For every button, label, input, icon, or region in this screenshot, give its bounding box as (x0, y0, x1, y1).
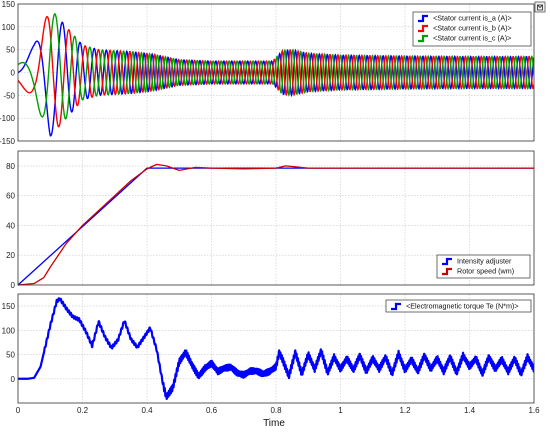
speed-line (17, 163, 534, 286)
x-tick-label: 0.6 (206, 406, 218, 415)
y-tick-label: 50 (6, 351, 15, 360)
legend-label: <Stator current is_c (A)> (433, 34, 511, 43)
legend-swatch (418, 14, 428, 23)
legend-label: <Electromagnetic torque Te (N*m)> (406, 302, 519, 311)
x-tick-label: 1.4 (464, 406, 476, 415)
legend-swatch (391, 302, 401, 311)
y-tick-label: 0 (11, 281, 16, 290)
legend-swatch (442, 257, 452, 266)
series-group (18, 297, 534, 401)
y-tick-label: 150 (2, 0, 16, 9)
x-tick-label: 0.8 (270, 406, 282, 415)
y-tick-label: 50 (6, 46, 15, 55)
legend: <Electromagnetic torque Te (N*m)> (385, 299, 532, 313)
x-tick-label: 0.4 (141, 406, 153, 415)
legend-swatch (442, 267, 452, 276)
x-axis-label: Time (263, 418, 285, 429)
x-tick-label: 1.6 (528, 406, 540, 415)
legend-label: <Stator current is_a (A)> (433, 14, 512, 23)
y-tick-label: 60 (6, 192, 15, 201)
legend-label: <Stator current is_b (A)> (433, 24, 512, 33)
plot-border (17, 3, 535, 142)
current-phase-line (18, 13, 534, 120)
torque-line (18, 297, 534, 401)
y-tick-label: 0 (11, 69, 16, 78)
y-tick-label: 80 (6, 162, 15, 171)
y-tick-label: 20 (6, 251, 15, 260)
x-tick-label: 1 (338, 406, 343, 415)
y-tick-label: 0 (11, 375, 16, 384)
legend-box (436, 254, 531, 279)
plot-border (17, 293, 535, 404)
legend-swatch (418, 24, 428, 33)
y-tick-label: 40 (6, 221, 15, 230)
y-tick-label: -150 (0, 137, 16, 146)
y-tick-label: -50 (3, 91, 15, 100)
legend-label: Rotor speed (wm) (457, 267, 514, 276)
series-group (18, 13, 534, 137)
legend-box (385, 299, 532, 313)
torque-panel: 0 50 100 150 0 0.2 0.4 0.6 0.8 1 1.2 1.4 1.6 <Electro… (2, 293, 540, 415)
series-group (17, 163, 534, 286)
y-tick-label: 100 (2, 23, 16, 32)
y-tick-label: -100 (0, 114, 16, 123)
legend-swatch (418, 34, 428, 43)
x-tick-label: 0.2 (77, 406, 89, 415)
dock-button[interactable] (534, 1, 546, 13)
x-tick-label: 1.2 (399, 406, 411, 415)
plot-border (17, 150, 535, 286)
legend: <Stator current is_a (A)><Stator current… (412, 11, 532, 47)
current-phase-line (18, 15, 534, 128)
x-tick-label: 0 (16, 406, 21, 415)
legend-label: Intensity adjuster (457, 257, 512, 266)
legend-box (412, 11, 532, 47)
y-tick-label: 150 (2, 302, 16, 311)
dock-icon (537, 4, 543, 11)
stator-current-panel: -150 -100 -50 0 50 100 150 <Stator current is_a… (0, 0, 535, 146)
y-tick-label: 100 (2, 326, 16, 335)
